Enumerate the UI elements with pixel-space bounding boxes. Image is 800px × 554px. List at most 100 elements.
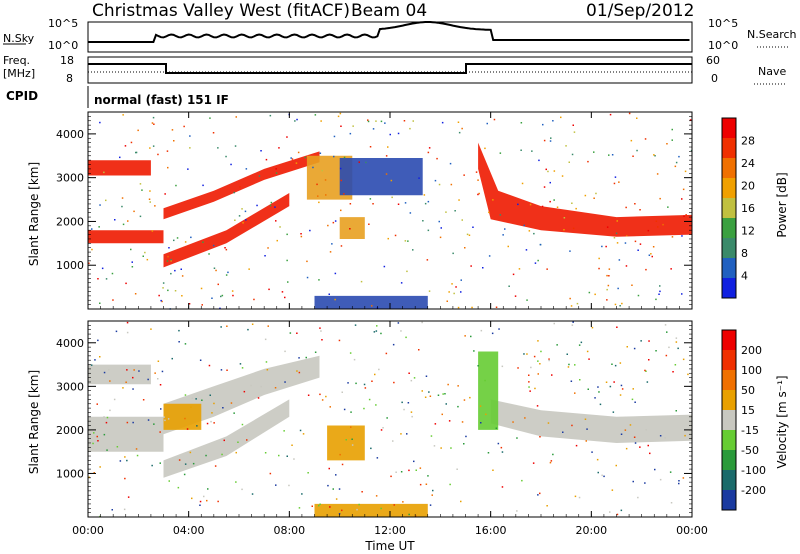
velocity-cbar-swatch (722, 410, 736, 431)
power-speckle (662, 223, 664, 226)
velocity-speckle (296, 370, 298, 372)
velocity-speckle (551, 374, 553, 376)
power-speckle (678, 155, 680, 158)
power-speckle (621, 302, 623, 305)
power-speckle (180, 268, 182, 270)
power-speckle (390, 179, 393, 182)
power-speckle (605, 245, 607, 248)
power-speckle (324, 179, 327, 181)
velocity-speckle (464, 335, 466, 337)
power-speckle (572, 227, 575, 230)
velocity-cbar-frame (721, 329, 737, 511)
power-speckle (325, 194, 327, 196)
power-speckle (286, 136, 288, 138)
velocity-speckle (609, 385, 612, 388)
nave-tick-low: 0 (711, 72, 718, 85)
velocity-speckle (126, 459, 128, 462)
velocity-band-2 (163, 399, 290, 478)
velocity-speckle (537, 373, 539, 375)
power-speckle (407, 240, 409, 242)
power-speckle (167, 166, 169, 169)
power-speckle (517, 203, 519, 206)
power-speckle (655, 220, 658, 222)
velocity-speckle (448, 420, 451, 422)
time-axis: 00:00 04:00 08:00 12:00 16:00 20:00 00:00 (72, 112, 708, 537)
power-speckle (296, 118, 298, 121)
power-speckle (449, 162, 452, 165)
power-speckle (340, 209, 342, 212)
nsearch-tick-low: 10^0 (708, 39, 738, 52)
power-speckle (426, 259, 429, 261)
velocity-speckle (521, 479, 523, 482)
velocity-speckle (96, 403, 98, 405)
velocity-speckle (684, 434, 686, 437)
power-speckle (232, 294, 234, 297)
velocity-speckle (523, 353, 525, 355)
power-speckle (202, 184, 204, 187)
power-speckle (593, 151, 595, 153)
power-speckle (127, 220, 129, 222)
nsky-tick-high: 10^5 (48, 17, 78, 30)
velocity-speckle (400, 471, 403, 473)
power-speckle (428, 147, 431, 149)
velocity-speckle (648, 340, 650, 342)
power-speckle (99, 121, 101, 124)
power-speckle (667, 206, 669, 208)
power-speckle (659, 285, 661, 287)
power-speckle (275, 220, 277, 222)
power-speckle (367, 119, 369, 121)
power-speckle (539, 243, 542, 246)
power-speckle (133, 210, 135, 213)
power-speckle (400, 282, 403, 284)
velocity-speckle (677, 347, 679, 350)
power-speckle (224, 247, 226, 249)
power-speckle (99, 204, 101, 206)
power-speckle (472, 226, 474, 228)
velocity-band-4 (478, 351, 499, 430)
velocity-speckle (540, 350, 542, 353)
velocity-speckle (373, 331, 376, 333)
power-speckle (331, 243, 333, 245)
velocity-speckle (307, 472, 309, 474)
velocity-speckle (587, 388, 589, 390)
velocity-speckle (646, 381, 649, 383)
velocity-speckle (447, 383, 449, 386)
power-speckle (454, 210, 456, 212)
velocity-speckle (485, 413, 487, 416)
velocity-speckle (625, 447, 628, 450)
velocity-speckle (267, 325, 269, 327)
velocity-speckle (126, 321, 129, 324)
velocity-speckle (433, 445, 436, 447)
velocity-speckle (678, 482, 680, 485)
power-speckle (439, 236, 442, 239)
velocity-colorbar: 200 100 50 15 -15 -50 -100 -200 (721, 329, 766, 511)
velocity-speckle (644, 369, 646, 372)
power-speckle (543, 186, 546, 188)
velocity-speckle (321, 339, 323, 341)
power-speckle (337, 115, 340, 118)
power-speckle (372, 203, 374, 205)
velocity-speckle (265, 361, 268, 363)
velocity-speckle (88, 476, 90, 479)
power-speckle (461, 127, 463, 130)
power-cbar-tick-label: 4 (741, 270, 748, 283)
velocity-speckle (298, 357, 300, 359)
power-speckle (275, 168, 277, 170)
power-speckle (626, 235, 628, 237)
power-speckle (652, 246, 655, 248)
power-speckle (256, 204, 258, 207)
power-speckle (103, 171, 105, 174)
velocity-speckle (239, 363, 242, 365)
velocity-speckle (672, 371, 674, 373)
power-speckle (219, 307, 221, 310)
velocity-speckle (375, 495, 378, 497)
velocity-speckle (299, 429, 302, 432)
velocity-speckle (154, 372, 156, 374)
velocity-speckle (269, 472, 272, 475)
velocity-speckle (537, 340, 539, 342)
power-speckle (122, 114, 124, 116)
power-speckle (309, 229, 311, 232)
velocity-speckle (480, 422, 482, 424)
velocity-speckle (321, 399, 324, 401)
velocity-speckle (393, 381, 395, 384)
